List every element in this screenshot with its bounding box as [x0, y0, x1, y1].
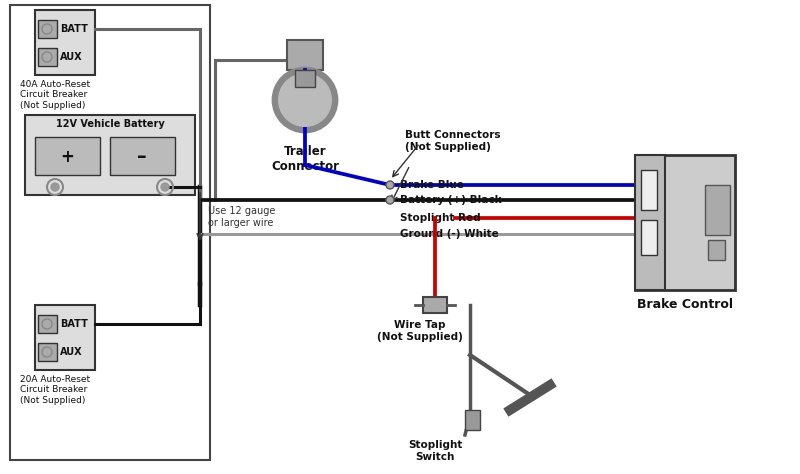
- Bar: [708, 240, 725, 260]
- Text: Use 12 gauge
or larger wire: Use 12 gauge or larger wire: [208, 206, 275, 228]
- Text: Stoplight Red: Stoplight Red: [400, 213, 481, 223]
- Bar: [35, 137, 100, 175]
- Circle shape: [386, 181, 394, 189]
- Bar: [705, 185, 730, 235]
- Bar: [35, 10, 95, 75]
- Bar: [38, 20, 57, 38]
- Bar: [38, 48, 57, 66]
- Bar: [635, 155, 665, 290]
- Bar: [25, 115, 195, 195]
- Text: 40A Auto-Reset
Circuit Breaker
(Not Supplied): 40A Auto-Reset Circuit Breaker (Not Supp…: [20, 80, 90, 110]
- Bar: [641, 170, 657, 210]
- Bar: [287, 40, 323, 70]
- Text: Stoplight
Switch: Stoplight Switch: [408, 440, 462, 462]
- Bar: [465, 410, 480, 430]
- Text: 12V Vehicle Battery: 12V Vehicle Battery: [56, 119, 164, 129]
- Bar: [423, 297, 447, 313]
- Bar: [35, 305, 95, 370]
- Text: Brake Control: Brake Control: [637, 298, 733, 311]
- Text: BATT: BATT: [60, 319, 88, 329]
- Circle shape: [273, 68, 337, 132]
- Text: Wire Tap
(Not Supplied): Wire Tap (Not Supplied): [377, 320, 463, 342]
- Text: –: –: [137, 147, 147, 166]
- Circle shape: [386, 196, 394, 204]
- Text: Ground (-) White: Ground (-) White: [400, 229, 498, 239]
- Bar: [38, 315, 57, 333]
- Circle shape: [51, 183, 59, 191]
- Text: AUX: AUX: [60, 52, 82, 62]
- Text: Trailer
Connector: Trailer Connector: [271, 145, 339, 173]
- Text: 20A Auto-Reset
Circuit Breaker
(Not Supplied): 20A Auto-Reset Circuit Breaker (Not Supp…: [20, 375, 90, 405]
- Text: Battery (+) Black: Battery (+) Black: [400, 195, 502, 205]
- Bar: [635, 155, 735, 290]
- Bar: [641, 220, 657, 255]
- Text: Brake Blue: Brake Blue: [400, 180, 464, 190]
- Text: AUX: AUX: [60, 347, 82, 357]
- Text: +: +: [60, 148, 74, 166]
- Bar: [10, 5, 210, 460]
- Text: BATT: BATT: [60, 24, 88, 34]
- Bar: [295, 70, 315, 87]
- Bar: [110, 137, 175, 175]
- Circle shape: [279, 74, 331, 126]
- Circle shape: [161, 183, 169, 191]
- Text: Butt Connectors
(Not Supplied): Butt Connectors (Not Supplied): [405, 130, 501, 152]
- Bar: [38, 343, 57, 361]
